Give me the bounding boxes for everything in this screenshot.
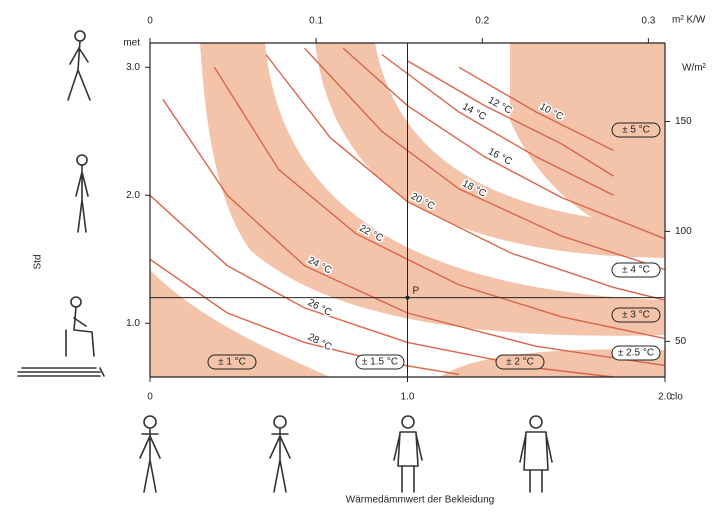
x2-unit: m² K/W <box>672 15 706 26</box>
y2-tick-label: 50 <box>675 336 687 347</box>
x-tick-label: 0 <box>147 392 153 403</box>
band-label: ± 2.5 °C <box>618 348 654 359</box>
x-unit: clo <box>670 392 683 403</box>
x2-tick-label: 0 <box>147 16 153 27</box>
x2-tick-label: 0.1 <box>309 16 323 27</box>
page-body: {"chart_data": {"type": "line", "xlabel"… <box>0 0 722 512</box>
y-axis-title: Std <box>33 254 44 269</box>
x-tick-label: 1.0 <box>401 392 415 403</box>
y2-tick-label: 150 <box>675 116 692 127</box>
y2-unit: W/m² <box>682 63 707 74</box>
y2-tick-label: 100 <box>675 226 692 237</box>
chart: 28 °C26 °C24 °C22 °C20 °C18 °C16 °C14 °C… <box>0 0 722 512</box>
y-tick-label: 3.0 <box>126 62 140 73</box>
x2-tick-label: 0.2 <box>475 16 489 27</box>
band-label: ± 4 °C <box>622 265 650 276</box>
y-unit: met <box>123 38 140 49</box>
x2-tick-label: 0.3 <box>641 16 655 27</box>
reference-point-label: P <box>413 285 420 296</box>
activity-icons <box>18 31 104 376</box>
y-tick-label: 1.0 <box>126 318 140 329</box>
band-label: ± 3 °C <box>622 310 650 321</box>
page: Comfort diagram body { margin: 0; backgr… <box>0 0 722 512</box>
y-tick-label: 2.0 <box>126 190 140 201</box>
clothing-icons <box>140 416 552 492</box>
band-label: ± 1.5 °C <box>362 357 398 368</box>
reference-point <box>406 296 410 300</box>
band-label: ± 2 °C <box>506 357 534 368</box>
band-label: ± 1 °C <box>218 357 246 368</box>
x-tick-label: 2.0 <box>658 392 672 403</box>
band-label: ± 5 °C <box>622 125 650 136</box>
x-axis-title: Wärmedämmwert der Bekleidung <box>346 495 494 506</box>
